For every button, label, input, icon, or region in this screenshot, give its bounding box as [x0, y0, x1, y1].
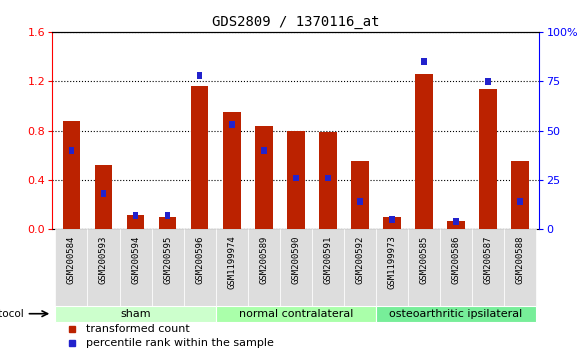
Text: osteoarthritic ipsilateral: osteoarthritic ipsilateral — [389, 309, 523, 319]
Bar — [63, 121, 80, 229]
FancyBboxPatch shape — [440, 229, 472, 306]
Bar — [517, 198, 523, 205]
Text: transformed count: transformed count — [86, 324, 190, 334]
Text: GSM200585: GSM200585 — [419, 235, 429, 284]
Bar — [133, 212, 139, 219]
Text: GSM200587: GSM200587 — [484, 235, 492, 284]
Bar — [512, 161, 529, 229]
Text: GSM200584: GSM200584 — [67, 235, 76, 284]
Bar — [351, 161, 369, 229]
Bar — [126, 215, 144, 229]
Bar — [165, 212, 171, 219]
Bar — [255, 126, 273, 229]
Bar — [447, 221, 465, 229]
Text: GSM200590: GSM200590 — [291, 235, 300, 284]
Text: GSM200588: GSM200588 — [516, 235, 525, 284]
Bar — [287, 131, 305, 229]
FancyBboxPatch shape — [184, 229, 216, 306]
Text: sham: sham — [120, 309, 151, 319]
Bar — [261, 147, 267, 154]
Text: GSM1199974: GSM1199974 — [227, 235, 236, 289]
Title: GDS2809 / 1370116_at: GDS2809 / 1370116_at — [212, 16, 379, 29]
Bar — [357, 198, 362, 205]
FancyBboxPatch shape — [151, 229, 184, 306]
Bar — [191, 86, 208, 229]
Bar — [293, 175, 299, 182]
Text: GSM200591: GSM200591 — [324, 235, 332, 284]
Bar — [159, 217, 176, 229]
Bar — [68, 147, 74, 154]
FancyBboxPatch shape — [216, 229, 248, 306]
Bar — [197, 72, 202, 79]
Bar — [453, 218, 459, 225]
Bar — [319, 132, 336, 229]
Text: GSM200596: GSM200596 — [195, 235, 204, 284]
FancyBboxPatch shape — [376, 229, 408, 306]
FancyBboxPatch shape — [216, 306, 376, 322]
Text: normal contralateral: normal contralateral — [238, 309, 353, 319]
FancyBboxPatch shape — [248, 229, 280, 306]
FancyBboxPatch shape — [56, 306, 216, 322]
Text: GSM200592: GSM200592 — [356, 235, 364, 284]
Text: GSM1199973: GSM1199973 — [387, 235, 397, 289]
Bar — [223, 112, 241, 229]
FancyBboxPatch shape — [376, 306, 536, 322]
FancyBboxPatch shape — [119, 229, 151, 306]
FancyBboxPatch shape — [312, 229, 344, 306]
FancyBboxPatch shape — [280, 229, 312, 306]
FancyBboxPatch shape — [88, 229, 119, 306]
Bar — [383, 217, 401, 229]
Bar — [95, 165, 113, 229]
Text: GSM200595: GSM200595 — [163, 235, 172, 284]
Bar — [479, 88, 497, 229]
FancyBboxPatch shape — [472, 229, 504, 306]
Bar — [421, 58, 427, 65]
FancyBboxPatch shape — [56, 229, 88, 306]
FancyBboxPatch shape — [504, 229, 536, 306]
Text: percentile rank within the sample: percentile rank within the sample — [86, 338, 274, 348]
Bar — [101, 190, 106, 197]
FancyBboxPatch shape — [344, 229, 376, 306]
FancyBboxPatch shape — [408, 229, 440, 306]
Text: protocol: protocol — [0, 309, 23, 319]
Bar — [325, 175, 331, 182]
Text: GSM200589: GSM200589 — [259, 235, 268, 284]
Text: GSM200594: GSM200594 — [131, 235, 140, 284]
Bar — [389, 216, 395, 223]
Bar — [485, 78, 491, 85]
Bar — [229, 121, 234, 128]
Text: GSM200586: GSM200586 — [452, 235, 461, 284]
Bar — [415, 74, 433, 229]
Text: GSM200593: GSM200593 — [99, 235, 108, 284]
